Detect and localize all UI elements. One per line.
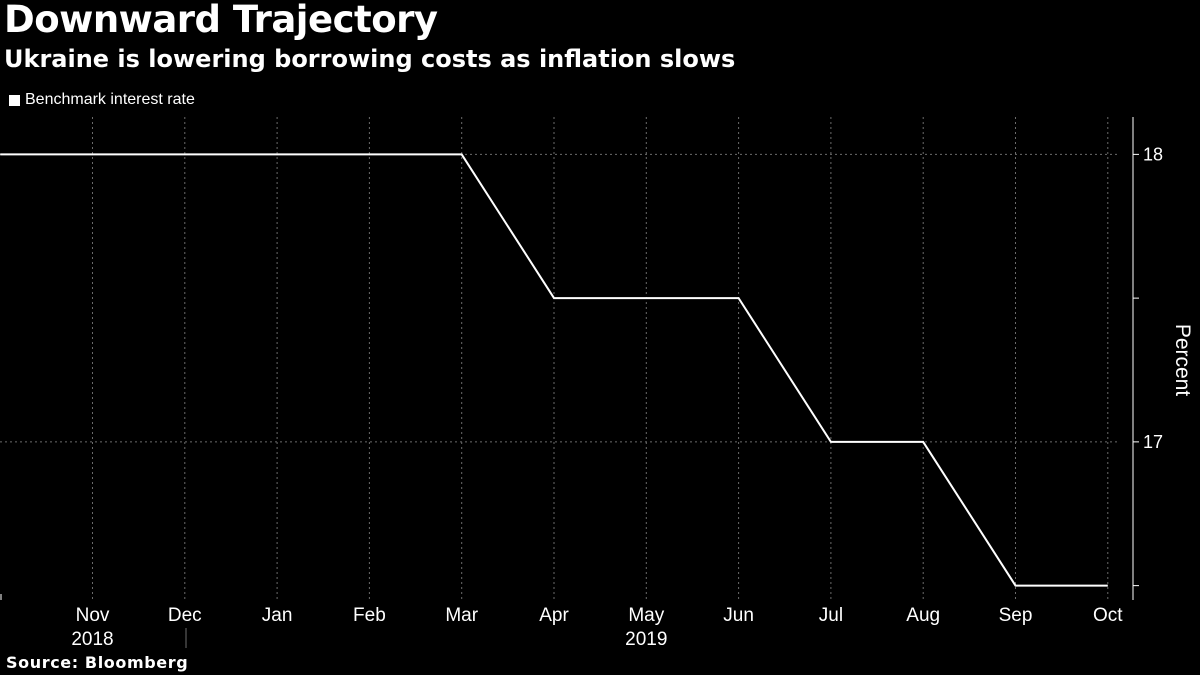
source-note: Source: Bloomberg — [6, 653, 189, 672]
x-tick-label: Oct — [1093, 605, 1123, 626]
chart-subtitle: Ukraine is lowering borrowing costs as i… — [4, 45, 736, 73]
legend-label: Benchmark interest rate — [25, 91, 195, 108]
x-tick-label: Nov — [76, 605, 110, 626]
y-tick-label: 18 — [1143, 144, 1163, 164]
x-tick-label: Jul — [819, 605, 843, 626]
series-line-benchmark-rate — [0, 153, 1108, 587]
x-tick-label: Aug — [906, 605, 940, 626]
x-tick-label: Mar — [445, 605, 478, 626]
y-axis-label: Percent — [1171, 324, 1194, 397]
x-year-label: 2018 — [71, 629, 113, 650]
x-tick-label: Sep — [999, 605, 1033, 626]
x-tick-label: Feb — [353, 605, 386, 626]
x-tick-label: Apr — [539, 605, 569, 626]
x-tick-label: May — [628, 605, 664, 626]
x-year-label: 2019 — [625, 629, 667, 650]
x-tick-label: Jun — [723, 605, 754, 626]
legend: Benchmark interest rate — [9, 91, 195, 109]
x-tick-label: Jan — [262, 605, 293, 626]
x-tick-label: Dec — [168, 605, 202, 626]
y-tick-label: 17 — [1143, 432, 1163, 452]
chart-title: Downward Trajectory — [4, 0, 438, 41]
legend-swatch — [9, 94, 20, 106]
